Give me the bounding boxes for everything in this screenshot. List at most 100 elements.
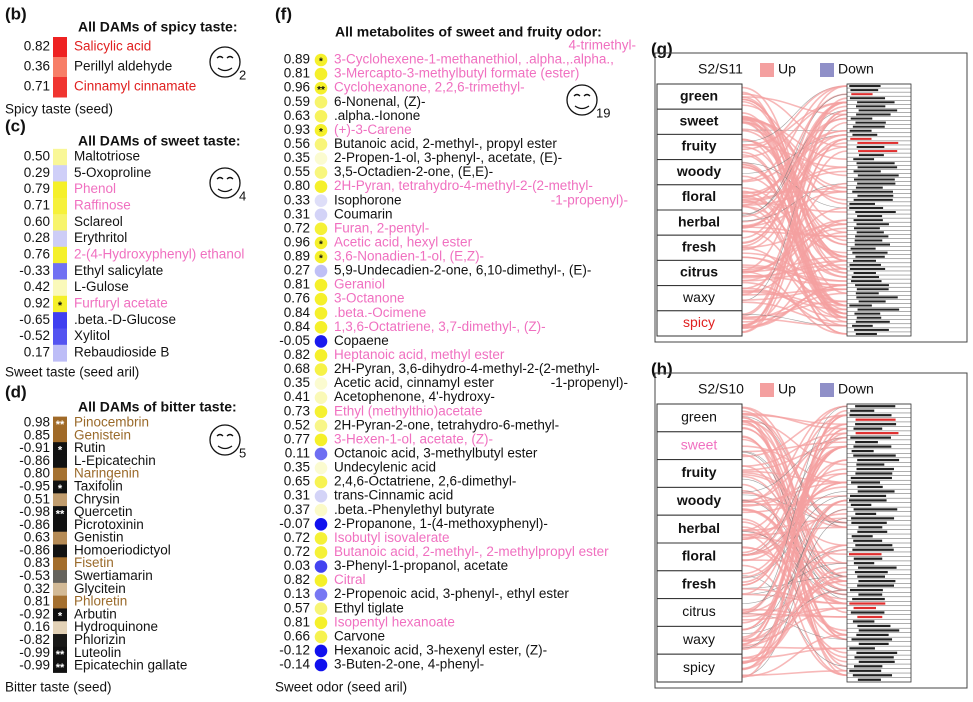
value-dot — [314, 109, 328, 123]
row-value: 0.36 — [24, 59, 50, 74]
sankey-link — [741, 190, 848, 227]
metabolite-id — [851, 280, 882, 283]
category-label: fruity — [682, 464, 717, 480]
panel-label: (c) — [5, 116, 26, 135]
value-cell — [53, 506, 67, 520]
sankey-link — [741, 549, 848, 604]
value-cell — [53, 544, 67, 558]
metabolite-id — [856, 463, 885, 466]
sankey-link — [741, 219, 848, 273]
row-name: Hydroquinone — [74, 619, 158, 634]
metabolite-id — [849, 588, 883, 592]
row-value: -0.98 — [19, 504, 50, 519]
row-value: 0.16 — [24, 619, 50, 634]
category-box — [656, 234, 743, 261]
sankey-link — [741, 318, 848, 327]
row-name: .beta.-Phenylethyl butyrate — [334, 502, 495, 517]
panel-label: (f) — [275, 4, 292, 23]
value-dot — [314, 658, 328, 672]
value-cell — [53, 148, 67, 166]
row-value: 0.85 — [24, 427, 50, 442]
metabolite-id — [855, 235, 889, 238]
row-value: 0.81 — [24, 594, 50, 609]
metabolite-id — [851, 521, 887, 524]
panel-label: (b) — [5, 4, 27, 23]
row-name: 2-(4-Hydroxyphenyl) ethanol — [74, 247, 244, 262]
face-icon — [209, 167, 241, 199]
row-name: 2H-Pyran, 3,6-dihydro-4-methyl-2-(2-meth… — [334, 361, 600, 376]
significance-star: ** — [56, 662, 65, 674]
sankey-link — [741, 445, 848, 484]
icon-count: 5 — [239, 445, 246, 460]
panel-footer: Sweet odor (seed aril) — [275, 680, 407, 695]
value-dot — [314, 419, 328, 433]
face-icon — [209, 46, 241, 78]
row-name: Salicylic acid — [74, 39, 151, 54]
value-cell — [53, 77, 67, 98]
category-box — [656, 184, 743, 211]
metabolite-id — [855, 423, 897, 426]
metabolite-id — [856, 113, 891, 116]
metabolite-id — [856, 162, 895, 165]
row-name: Raffinose — [74, 198, 131, 213]
row-name: Cyclohexanone, 2,2,6-trimethyl- — [334, 80, 525, 95]
value-cell — [53, 246, 67, 264]
legend-label: Up — [778, 61, 796, 77]
category-label: green — [680, 87, 718, 103]
row-name: Phloretin — [74, 594, 127, 609]
metabolite-id — [853, 562, 875, 565]
row-value: 0.84 — [284, 319, 311, 334]
row-value: 0.35 — [284, 460, 310, 475]
metabolite-id — [855, 121, 886, 124]
row-value: 0.35 — [284, 375, 310, 390]
metabolite-id — [852, 620, 875, 623]
sankey-link — [741, 499, 848, 624]
row-name: 3-Mercapto-3-methylbutyl formate (ester) — [334, 66, 579, 81]
metabolite-id — [851, 638, 893, 641]
metabolite-id — [853, 219, 883, 222]
row-name: 2-Propen-1-ol, 3-phenyl-, acetate, (E)- — [334, 150, 562, 165]
row-name: (+)-3-Carene — [334, 122, 412, 137]
row-value: 0.31 — [284, 488, 310, 503]
sankey-link — [741, 290, 848, 311]
metabolite-id — [856, 467, 894, 471]
sankey-links — [741, 405, 848, 678]
row-value: 0.63 — [284, 108, 310, 123]
metabolite-id — [857, 678, 881, 681]
metabolite-id — [853, 606, 876, 610]
metabolite-id — [858, 300, 886, 303]
metabolite-id — [856, 316, 882, 319]
value-cell — [53, 197, 67, 215]
row-name: Ethyl (methylthio)acetate — [334, 403, 483, 418]
row-name: Genistein — [74, 427, 131, 442]
value-dot — [314, 194, 328, 207]
row-value: 0.13 — [284, 586, 310, 601]
sankey-link — [741, 409, 848, 678]
legend-label: Up — [778, 381, 796, 397]
significance-star: ** — [56, 649, 65, 661]
metabolite-id — [849, 414, 892, 417]
row-name: Fisetin — [74, 555, 114, 570]
sankey-link — [741, 647, 848, 659]
metabolite-id — [852, 259, 876, 262]
value-cell — [53, 312, 67, 329]
legend-label: Down — [838, 61, 874, 77]
row-value: 0.72 — [284, 544, 310, 559]
metabolite-id — [855, 512, 877, 515]
category-label: herbal — [678, 520, 720, 536]
metabolite-id — [855, 405, 896, 408]
metabolite-id — [852, 190, 893, 193]
value-dot — [314, 363, 328, 376]
category-label: fresh — [682, 239, 716, 255]
sankey-link — [741, 150, 848, 334]
metabolite-id — [857, 530, 888, 533]
metabolite-id — [852, 548, 894, 551]
metabolite-id — [856, 223, 889, 226]
panel-title: All DAMs of spicy taste: — [78, 19, 237, 35]
panel-title: All DAMs of bitter taste: — [78, 399, 237, 415]
metabolite-id — [852, 125, 885, 128]
row-value: 0.68 — [284, 361, 310, 376]
row-name: Cinnamyl cinnamate — [74, 79, 196, 94]
category-label: woody — [676, 492, 722, 508]
metabolite-id — [858, 150, 898, 153]
